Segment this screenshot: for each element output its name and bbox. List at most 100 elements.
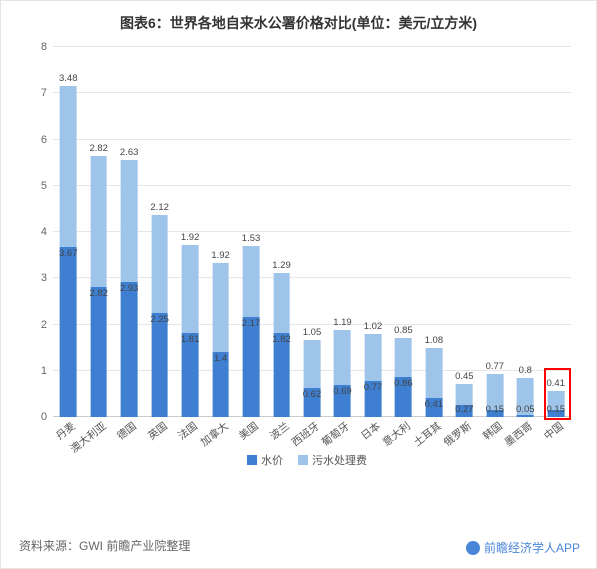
x-tick-label: 法国 xyxy=(175,419,201,444)
x-tick-label: 德国 xyxy=(114,419,140,444)
bar-slot: 2.252.12英国 xyxy=(144,47,174,417)
bar-seg-sewage xyxy=(334,330,351,385)
bar-seg-sewage xyxy=(60,86,77,247)
value-label-water: 0.15 xyxy=(486,404,505,415)
x-tick-label: 美国 xyxy=(236,419,262,444)
bar-seg-water xyxy=(151,313,168,417)
bar-seg-sewage xyxy=(151,215,168,313)
value-label-sewage: 0.85 xyxy=(394,325,413,336)
bar-slot: 1.811.92法国 xyxy=(175,47,205,417)
bar-stack xyxy=(273,273,290,417)
value-label-sewage: 1.19 xyxy=(333,317,352,328)
y-tick-label: 1 xyxy=(41,365,53,377)
bar-seg-sewage xyxy=(395,338,412,377)
value-label-water: 1.81 xyxy=(181,334,200,345)
bar-slot: 0.691.19葡萄牙 xyxy=(327,47,357,417)
y-tick-label: 7 xyxy=(41,87,53,99)
bar-slot: 2.932.63德国 xyxy=(114,47,144,417)
bar-seg-sewage xyxy=(456,384,473,405)
value-label-water: 0.62 xyxy=(303,389,322,400)
y-tick-label: 5 xyxy=(41,180,53,192)
value-label-sewage: 2.82 xyxy=(89,143,108,154)
value-label-water: 2.17 xyxy=(242,318,261,329)
value-label-sewage: 0.77 xyxy=(486,361,505,372)
value-label-sewage: 1.02 xyxy=(364,321,383,332)
x-tick-label: 西班牙 xyxy=(288,419,322,450)
bar-stack xyxy=(182,245,199,418)
brand-label: 前瞻经济学人APP xyxy=(484,539,580,556)
value-label-water: 1.4 xyxy=(214,353,227,364)
bar-seg-water xyxy=(273,333,290,417)
value-label-water: 2.82 xyxy=(89,288,108,299)
value-label-water: 1.82 xyxy=(272,334,291,345)
bar-seg-water xyxy=(121,282,138,418)
bar-slot: 0.150.77韩国 xyxy=(480,47,510,417)
legend-label-water: 水价 xyxy=(261,455,283,467)
bar-seg-water xyxy=(182,333,199,417)
value-label-sewage: 1.53 xyxy=(242,233,261,244)
bar-seg-sewage xyxy=(121,160,138,282)
x-tick-label: 日本 xyxy=(358,419,384,444)
value-label-water: 2.25 xyxy=(150,314,169,325)
bar-stack xyxy=(90,156,107,417)
value-label-sewage: 2.63 xyxy=(120,147,139,158)
value-label-sewage: 1.29 xyxy=(272,260,291,271)
bar-seg-sewage xyxy=(304,340,321,389)
bar-seg-water xyxy=(243,317,260,417)
bar-slot: 1.41.92加拿大 xyxy=(205,47,235,417)
bar-stack xyxy=(243,246,260,417)
bar-seg-sewage xyxy=(426,348,443,398)
bar-slot: 0.771.02日本 xyxy=(358,47,388,417)
x-tick-label: 墨西哥 xyxy=(502,419,536,450)
bar-stack xyxy=(365,334,382,417)
y-tick-label: 6 xyxy=(41,134,53,146)
bar-seg-sewage xyxy=(365,334,382,381)
chart-container: 0123456783.673.48丹麦2.822.82澳大利亚2.932.63德… xyxy=(31,47,571,477)
y-tick-label: 0 xyxy=(41,411,53,423)
value-label-sewage: 1.08 xyxy=(425,335,444,346)
bar-stack xyxy=(304,340,321,417)
value-label-sewage: 0.41 xyxy=(547,378,566,389)
bar-slot: 0.860.85意大利 xyxy=(388,47,418,417)
x-tick-label: 葡萄牙 xyxy=(319,419,353,450)
value-label-water: 0.86 xyxy=(394,378,413,389)
value-label-sewage: 0.8 xyxy=(519,365,532,376)
bar-seg-sewage xyxy=(212,263,229,352)
legend: 水价 污水处理费 xyxy=(31,452,571,468)
value-label-sewage: 1.92 xyxy=(211,250,230,261)
bar-slot: 0.270.45俄罗斯 xyxy=(449,47,479,417)
value-label-water: 0.41 xyxy=(425,399,444,410)
bar-slot: 0.150.41中国 xyxy=(541,47,571,417)
bar-slot: 2.822.82澳大利亚 xyxy=(83,47,113,417)
bar-seg-sewage xyxy=(90,156,107,286)
value-label-sewage: 0.45 xyxy=(455,371,474,382)
bar-stack xyxy=(334,330,351,417)
bar-slot: 2.171.53美国 xyxy=(236,47,266,417)
bar-seg-sewage xyxy=(243,246,260,317)
value-label-sewage: 2.12 xyxy=(150,202,169,213)
x-tick-label: 中国 xyxy=(540,419,566,444)
legend-swatch-water xyxy=(247,455,257,465)
value-label-sewage: 1.05 xyxy=(303,327,322,338)
brand-badge: 前瞻经济学人APP xyxy=(466,539,580,556)
value-label-sewage: 3.48 xyxy=(59,73,78,84)
bar-slot: 3.673.48丹麦 xyxy=(53,47,83,417)
x-tick-label: 波兰 xyxy=(266,419,292,444)
y-tick-label: 8 xyxy=(41,41,53,53)
x-tick-label: 韩国 xyxy=(479,419,505,444)
bar-seg-water xyxy=(517,415,534,417)
legend-label-sewage: 污水处理费 xyxy=(312,455,367,467)
bar-slot: 1.821.29波兰 xyxy=(266,47,296,417)
bar-slot: 0.050.8墨西哥 xyxy=(510,47,540,417)
x-tick-label: 英国 xyxy=(144,419,170,444)
chart-title: 图表6：世界各地自来水公署价格对比(单位：美元/立方米) xyxy=(1,13,596,33)
value-label-water: 2.93 xyxy=(120,283,139,294)
y-tick-label: 3 xyxy=(41,272,53,284)
x-tick-label: 土耳其 xyxy=(410,419,444,450)
x-tick-label: 俄罗斯 xyxy=(441,419,475,450)
value-label-water: 0.27 xyxy=(455,404,474,415)
plot-area: 0123456783.673.48丹麦2.822.82澳大利亚2.932.63德… xyxy=(53,47,571,417)
value-label-water: 0.69 xyxy=(333,386,352,397)
legend-swatch-sewage xyxy=(298,455,308,465)
value-label-water: 3.67 xyxy=(59,248,78,259)
